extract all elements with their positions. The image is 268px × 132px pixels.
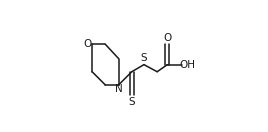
Text: N: N	[115, 84, 122, 94]
Text: S: S	[141, 53, 147, 63]
Text: OH: OH	[179, 60, 195, 70]
Text: O: O	[84, 39, 92, 49]
Text: S: S	[128, 97, 135, 107]
Text: O: O	[163, 33, 172, 43]
